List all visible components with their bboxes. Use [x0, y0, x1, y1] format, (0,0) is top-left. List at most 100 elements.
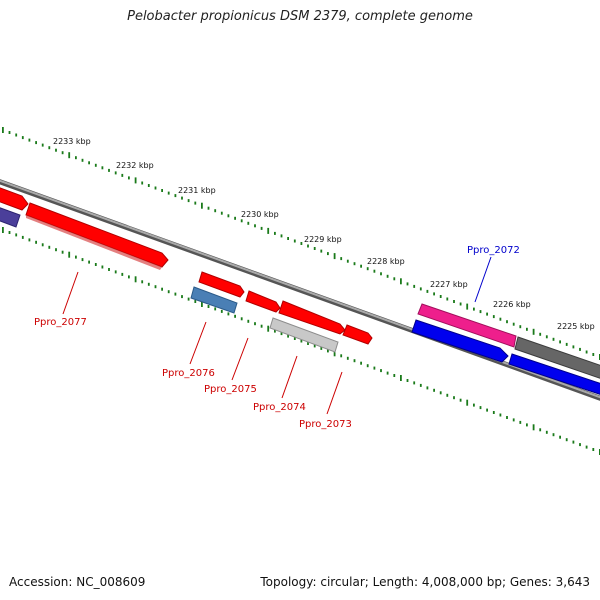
scale-tick: [499, 413, 502, 417]
scale-tick: [293, 239, 296, 243]
scale-tick: [94, 163, 97, 167]
scale-tick: [141, 181, 144, 185]
gene-arrow-ppro-2077: [25, 202, 169, 268]
scale-tick: [380, 272, 382, 276]
scale-tick: [108, 168, 110, 172]
scale-tick: [320, 346, 323, 350]
scale-tick: [61, 151, 64, 155]
scale-tick: [506, 320, 508, 324]
scale-tick: [565, 438, 568, 442]
scale-tick: [21, 136, 24, 140]
scale-tick: [366, 267, 369, 271]
scale-tick: [585, 445, 588, 449]
scale-tick: [48, 146, 51, 150]
scale-tick: [114, 270, 117, 274]
scale-tick: [147, 184, 150, 187]
scale-tick: [519, 420, 522, 424]
leader-ppro-2075: [231, 337, 249, 381]
gene-arrow-shadow: [26, 215, 162, 270]
scale-tick: [360, 361, 362, 365]
leader-ppro-2074: [281, 355, 298, 399]
scale-tick: [499, 317, 502, 321]
scale-tick: [552, 433, 555, 437]
scale-tick: [287, 334, 289, 338]
scale-tick: [532, 328, 535, 335]
scale-tick: [307, 342, 309, 345]
scale-label: 2233 kbp: [53, 137, 91, 146]
gene-arrow-steelblue-2076: [190, 286, 238, 314]
scale-tick: [161, 189, 163, 192]
scale-tick: [181, 196, 183, 200]
scale-tick: [254, 224, 256, 228]
scale-tick: [207, 305, 210, 308]
scale-tick: [128, 275, 130, 279]
scale-tick: [101, 166, 104, 170]
scale-tick: [459, 302, 462, 306]
scale-tick: [340, 354, 343, 358]
scale-label: 2229 kbp: [304, 235, 342, 244]
scale-tick: [260, 324, 263, 328]
gene-label-ppro-2074: Ppro_2074: [253, 402, 306, 413]
scale-tick: [2, 227, 4, 233]
gene-label-ppro-2077: Ppro_2077: [34, 317, 87, 328]
scale-tick: [486, 312, 488, 316]
scale-tick: [320, 249, 323, 253]
scale-tick: [174, 292, 177, 296]
leader-ppro-2073: [326, 371, 343, 415]
scale-tick: [274, 329, 276, 333]
scale-tick: [207, 206, 210, 210]
scale-tick: [572, 440, 575, 444]
scale-tick: [128, 176, 130, 180]
genome-summary-text: Topology: circular; Length: 4,008,000 bp…: [260, 575, 590, 589]
scale-tick: [254, 322, 256, 326]
genome-backbone: [0, 179, 600, 401]
scale-tick: [280, 234, 283, 238]
gene-label-ppro-2073: Ppro_2073: [299, 419, 352, 430]
scale-label: 2225 kbp: [557, 322, 595, 331]
scale-tick: [552, 337, 555, 341]
scale-tick: [88, 260, 90, 264]
scale-tick: [506, 416, 508, 419]
scale-tick: [439, 295, 442, 298]
gene-arrow-lightgrey-2074: [269, 317, 339, 353]
scale-tick: [121, 272, 124, 276]
scale-tick: [479, 310, 482, 314]
gene-arrow-purple: [0, 207, 21, 228]
scale-tick: [75, 255, 77, 259]
scale-tick: [187, 199, 190, 203]
scale-tick: [194, 201, 197, 205]
scale-tick: [181, 295, 183, 299]
scale-tick: [55, 248, 57, 252]
scale-tick: [15, 133, 18, 137]
scale-tick: [446, 297, 449, 301]
scale-tick: [473, 307, 475, 311]
scale-tick: [346, 356, 349, 360]
scale-tick: [346, 259, 349, 263]
scale-tick: [393, 374, 396, 377]
scale-tick: [300, 242, 303, 245]
scale-tick: [532, 424, 535, 431]
label-leaders: [62, 256, 492, 415]
scale-tick: [35, 240, 37, 244]
scale-tick: [287, 237, 289, 240]
scale-tick: [167, 191, 170, 195]
scale-tick: [313, 344, 316, 348]
scale-tick: [220, 211, 223, 215]
scale-tick: [433, 292, 435, 296]
scale-tick: [413, 284, 416, 288]
gene-arrow-red-2073: [342, 324, 373, 345]
scale-tick: [539, 332, 542, 336]
scale-tick: [240, 317, 243, 321]
gene-label-ppro-2075: Ppro_2075: [204, 384, 257, 395]
scale-tick: [393, 277, 396, 281]
scale-tick: [154, 186, 157, 190]
scale-tick: [2, 127, 4, 133]
scale-tick: [380, 369, 382, 373]
scale-tick: [94, 263, 97, 266]
scale-label: 2230 kbp: [241, 210, 279, 219]
gene-label-ppro-2072: Ppro_2072: [467, 245, 520, 256]
scale-tick: [592, 353, 595, 356]
scale-tick: [234, 216, 236, 220]
scale-tick: [247, 319, 250, 323]
scale-tick: [565, 342, 568, 346]
